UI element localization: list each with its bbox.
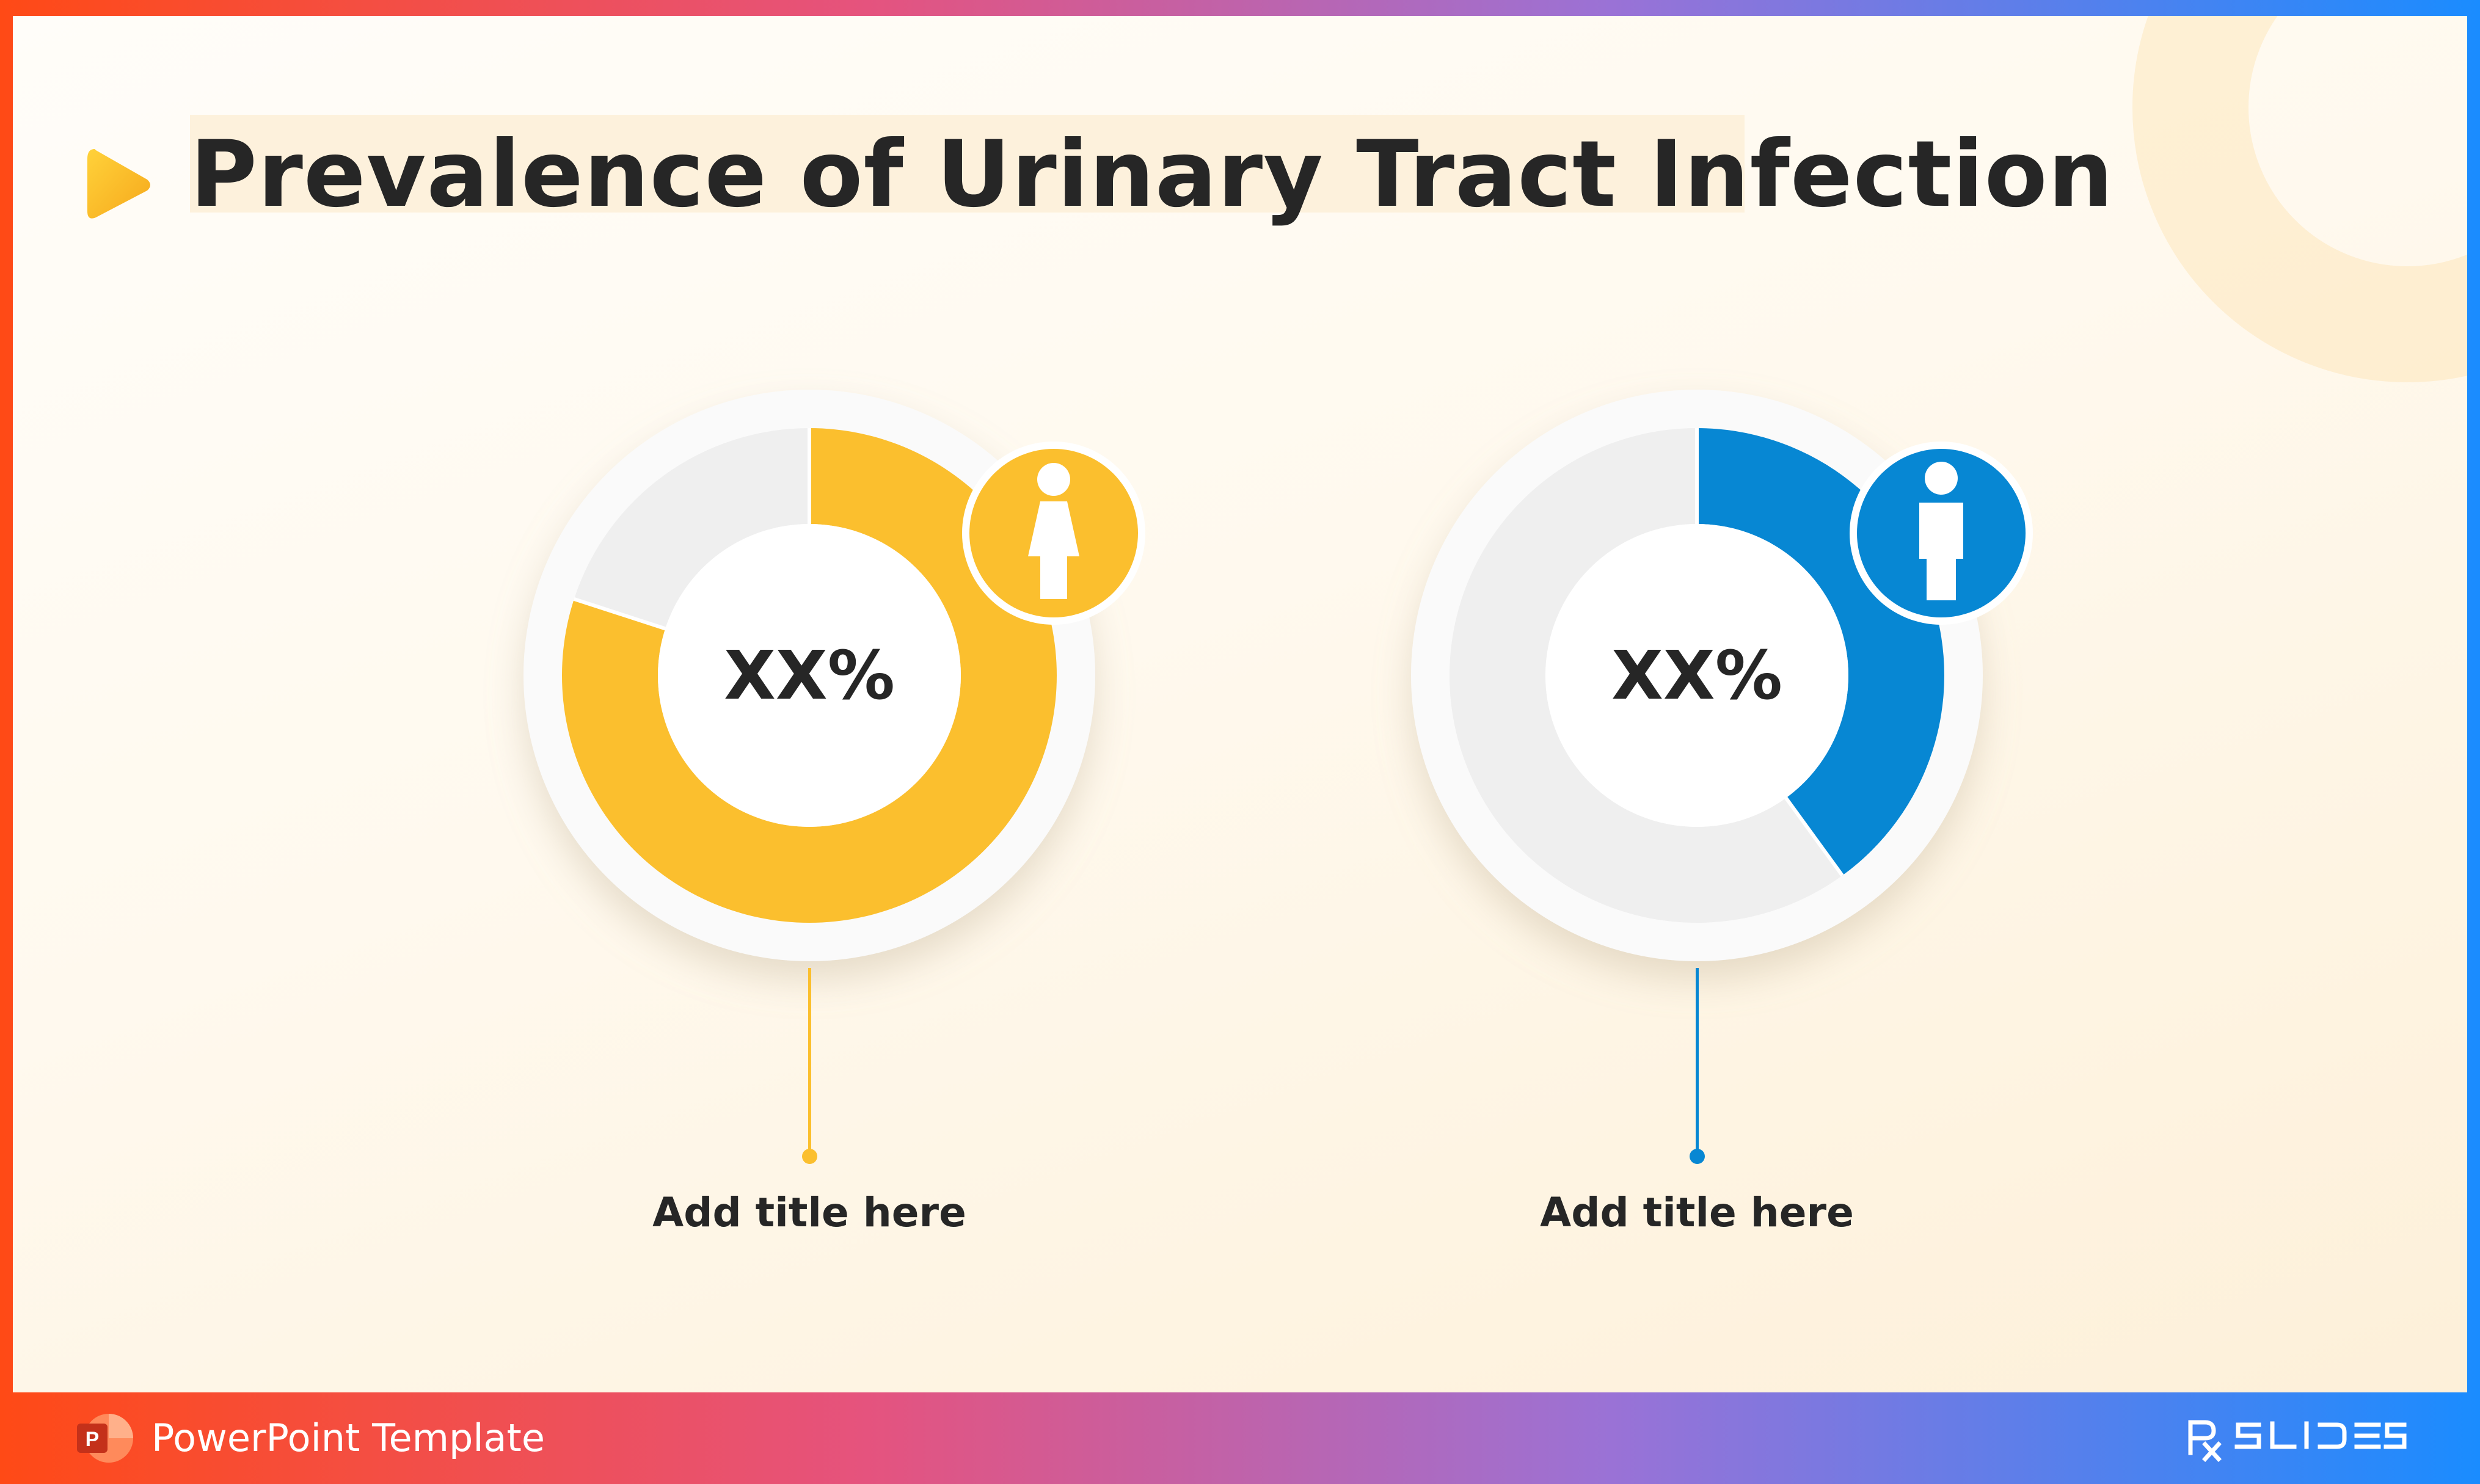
donut-segment-remaining xyxy=(574,428,809,629)
donut-segment-remaining xyxy=(1450,428,1843,923)
slide: Prevalence of Urinary Tract Infection XX… xyxy=(13,16,2467,1392)
donut-value-label: XX% xyxy=(1611,636,1782,715)
donut-hole xyxy=(658,524,961,827)
male-icon-badge xyxy=(1850,442,2033,625)
rxslides-logo xyxy=(2188,1420,2407,1462)
donut-segment-value xyxy=(562,428,1057,923)
donut-separator xyxy=(1784,796,1844,877)
svg-text:P: P xyxy=(86,1428,100,1451)
female-icon xyxy=(1028,463,1079,599)
footer-label: PowerPoint Template xyxy=(151,1416,545,1460)
leader-line xyxy=(1696,968,1699,1156)
donut-category-title: Add title here xyxy=(652,1189,966,1236)
play-triangle-icon xyxy=(87,149,150,219)
powerpoint-icon: P xyxy=(77,1414,133,1463)
title-highlight xyxy=(190,115,1745,213)
donut-category-title: Add title here xyxy=(1540,1189,1854,1236)
leader-dot xyxy=(1690,1149,1705,1164)
decorative-ring xyxy=(2132,16,2467,382)
donut-chart-female xyxy=(523,390,1145,961)
male-icon xyxy=(1919,462,1963,600)
donut-card-male: XX% Add title here xyxy=(1404,382,2033,1392)
leader-line xyxy=(808,968,811,1156)
female-icon-badge xyxy=(962,442,1145,625)
donut-value-label: XX% xyxy=(724,636,895,715)
page-title: Prevalence of Urinary Tract Infection xyxy=(190,122,2114,228)
donut-chart-male xyxy=(1411,390,2033,961)
donut-separator xyxy=(573,597,666,631)
donut-hole xyxy=(1545,524,1848,827)
leader-dot xyxy=(802,1149,817,1164)
donut-card-female: XX% Add title here xyxy=(516,382,1145,1392)
